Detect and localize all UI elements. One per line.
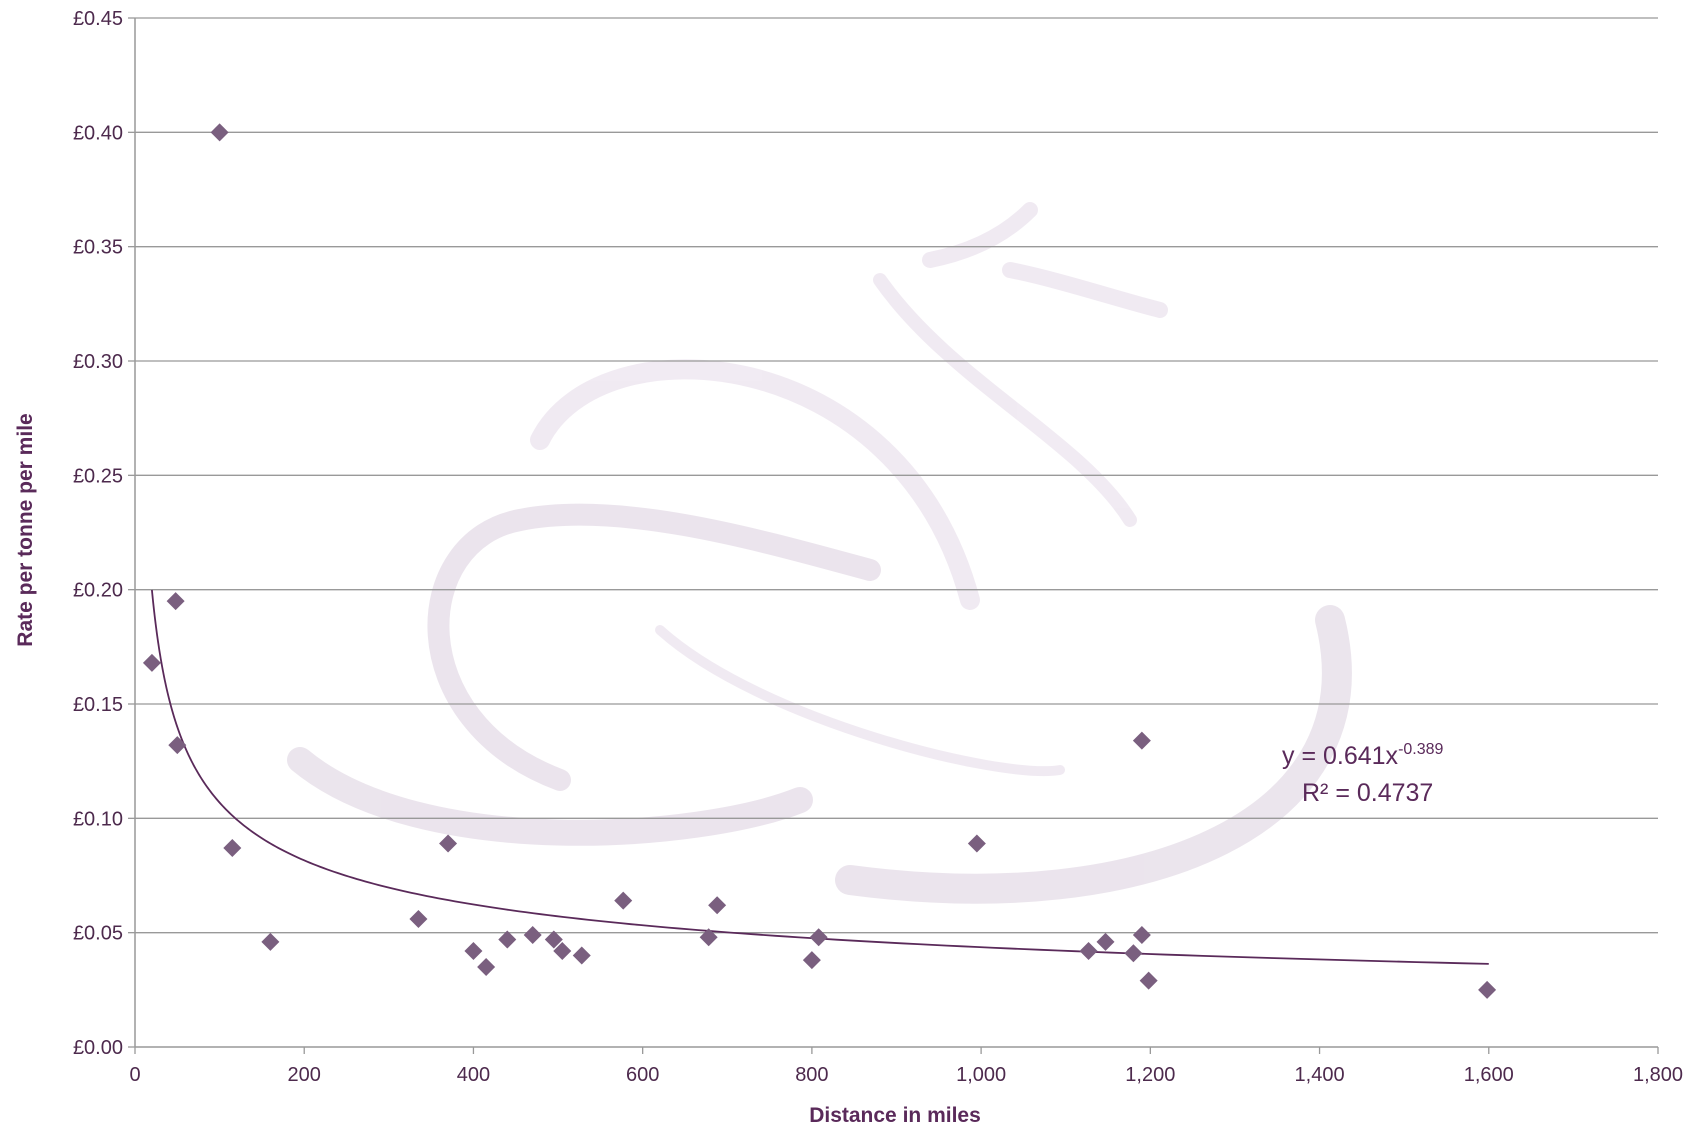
y-tick-label: £0.00 bbox=[73, 1037, 123, 1059]
data-point bbox=[699, 928, 718, 947]
data-point bbox=[1124, 944, 1143, 963]
x-tick-label: 0 bbox=[129, 1064, 140, 1086]
x-tick-label: 1,400 bbox=[1295, 1064, 1345, 1086]
data-point bbox=[802, 951, 821, 970]
y-axis-title: Rate per tonne per mile bbox=[14, 413, 37, 646]
data-point bbox=[1132, 925, 1151, 944]
y-tick-label: £0.45 bbox=[73, 8, 123, 30]
x-tick-label: 600 bbox=[626, 1064, 659, 1086]
data-point bbox=[498, 930, 517, 949]
x-tick-label: 1,200 bbox=[1125, 1064, 1175, 1086]
data-point bbox=[1079, 941, 1098, 960]
x-tick-label: 1,600 bbox=[1464, 1064, 1514, 1086]
y-tick-label: £0.15 bbox=[73, 694, 123, 716]
trendline-equation-exponent: -0.389 bbox=[1398, 741, 1443, 758]
data-point bbox=[409, 909, 428, 928]
y-tick-label: £0.35 bbox=[73, 237, 123, 259]
x-axis-tick-labels: 0 200 400 600 800 1,000 1,200 1,400 1,600 1,800 bbox=[129, 1064, 1683, 1086]
axes bbox=[128, 17, 1659, 1054]
watermark-logo bbox=[287, 202, 1352, 904]
x-tick-label: 200 bbox=[288, 1064, 321, 1086]
data-point bbox=[477, 957, 496, 976]
y-tick-label: £0.10 bbox=[73, 808, 123, 830]
x-tick-label: 1,800 bbox=[1633, 1064, 1683, 1086]
y-tick-label: £0.25 bbox=[73, 465, 123, 487]
data-point bbox=[166, 592, 185, 611]
trendline-equation-base: y = 0.641x bbox=[1282, 742, 1399, 770]
data-point bbox=[544, 930, 563, 949]
data-point bbox=[439, 834, 458, 853]
data-point bbox=[523, 925, 542, 944]
data-point bbox=[967, 834, 986, 853]
y-tick-label: £0.20 bbox=[73, 580, 123, 602]
data-point bbox=[1139, 971, 1158, 990]
y-tick-label: £0.05 bbox=[73, 923, 123, 945]
data-point bbox=[1096, 932, 1115, 951]
x-tick-label: 1,000 bbox=[956, 1064, 1006, 1086]
x-axis-title: Distance in miles bbox=[809, 1104, 981, 1125]
data-point bbox=[168, 736, 187, 755]
data-point bbox=[553, 941, 572, 960]
data-point bbox=[1478, 980, 1497, 999]
data-point bbox=[210, 123, 229, 142]
data-point bbox=[614, 891, 633, 910]
x-tick-label: 400 bbox=[457, 1064, 490, 1086]
y-tick-label: £0.40 bbox=[73, 122, 123, 144]
trendline bbox=[151, 589, 1489, 965]
data-point bbox=[464, 941, 483, 960]
y-axis-tick-labels: £0.00 £0.05 £0.10 £0.15 £0.20 £0.25 £0.30 £0.35… bbox=[73, 8, 123, 1059]
data-point bbox=[1132, 731, 1151, 750]
trendline-group bbox=[151, 589, 1489, 965]
data-point bbox=[809, 928, 828, 947]
trendline-equation: y = 0.641x-0.389 bbox=[1282, 741, 1444, 770]
data-point bbox=[708, 896, 727, 915]
y-tick-label: £0.30 bbox=[73, 351, 123, 373]
x-tick-label: 800 bbox=[795, 1064, 828, 1086]
data-point bbox=[223, 839, 242, 858]
data-point bbox=[142, 653, 161, 672]
data-points bbox=[142, 123, 1497, 999]
data-point bbox=[261, 932, 280, 951]
gridlines bbox=[135, 17, 1658, 934]
data-point bbox=[572, 946, 591, 965]
trendline-r-squared: R² = 0.4737 bbox=[1302, 779, 1433, 807]
